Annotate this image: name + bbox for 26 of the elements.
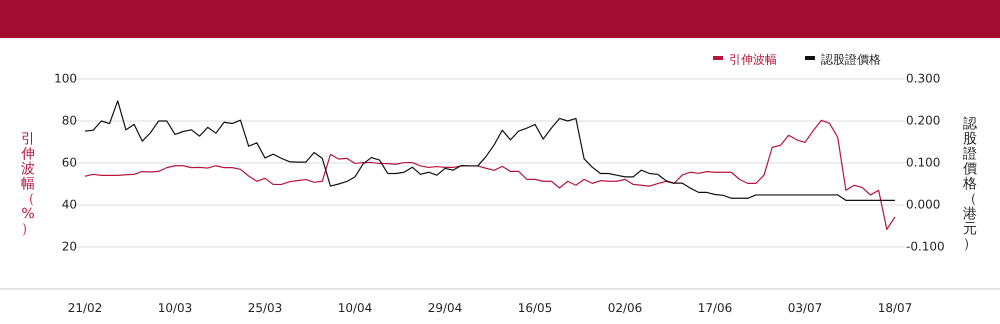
legend-label: 引伸波幅: [729, 52, 777, 66]
y-tick-label: 60: [62, 155, 77, 170]
y-tick-label: 20: [62, 239, 77, 254]
x-tick-label: 10/03: [158, 301, 192, 315]
y2-tick-label: 0.200: [906, 113, 940, 128]
line-series: [84, 120, 896, 230]
line-series: [84, 100, 896, 201]
x-tick-label: 02/06: [608, 301, 642, 315]
y2-tick-label: 0.000: [906, 197, 940, 212]
x-tick-label: 17/06: [698, 301, 732, 315]
text: 認股證價格（港元）: [963, 116, 977, 252]
y-tick-label: 80: [62, 113, 77, 128]
y-axis-title: 引伸波幅（%）: [20, 130, 35, 237]
x-tick-label: 16/05: [518, 301, 552, 315]
x-tick-label: 25/03: [248, 301, 282, 315]
x-tick-label: 10/04: [338, 301, 372, 315]
y-tick-label: 40: [62, 197, 77, 212]
y-tick-label: 100: [54, 71, 77, 86]
y2-tick-label: 0.300: [906, 71, 940, 86]
x-tick-label: 18/07: [878, 301, 912, 315]
x-tick-label: 21/02: [68, 301, 102, 315]
x-tick-label: 03/07: [788, 301, 822, 315]
legend-label: 認股證價格: [821, 52, 881, 66]
x-tick-label: 29/04: [428, 301, 462, 315]
y2-tick-label: 0.100: [906, 155, 940, 170]
y2-tick-label: -0.100: [906, 239, 945, 254]
